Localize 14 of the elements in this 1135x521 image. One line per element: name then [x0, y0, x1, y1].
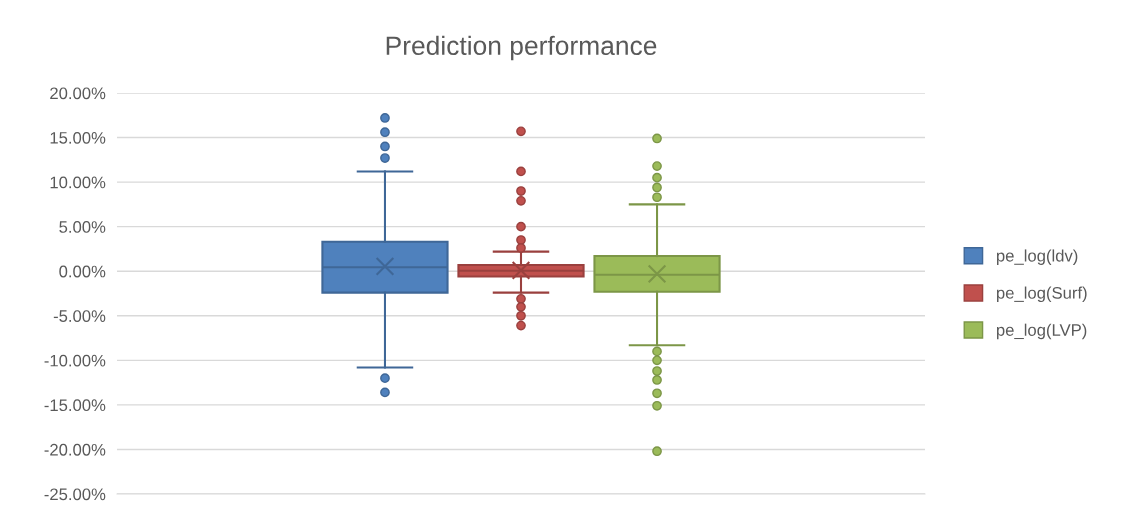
legend-label: pe_log(LVP) [996, 323, 1087, 340]
legend-label: pe_log(ldv) [996, 249, 1078, 265]
y-tick-label: 15.00% [50, 131, 106, 144]
y-tick-label: 0.00% [59, 265, 106, 278]
chart-title: Prediction performance [386, 35, 657, 61]
y-tick-label: 20.00% [50, 87, 106, 100]
y-tick-label: -25.00% [44, 488, 106, 501]
y-tick-label: -20.00% [44, 443, 106, 456]
y-tick-label: -5.00% [53, 310, 106, 322]
legend-label: pe_log(Surf) [996, 286, 1087, 303]
y-tick-label: -15.00% [44, 399, 106, 412]
y-tick-label: 10.00% [50, 176, 106, 189]
y-tick-label: -10.00% [44, 354, 106, 367]
y-tick-label: 5.00% [59, 221, 106, 233]
